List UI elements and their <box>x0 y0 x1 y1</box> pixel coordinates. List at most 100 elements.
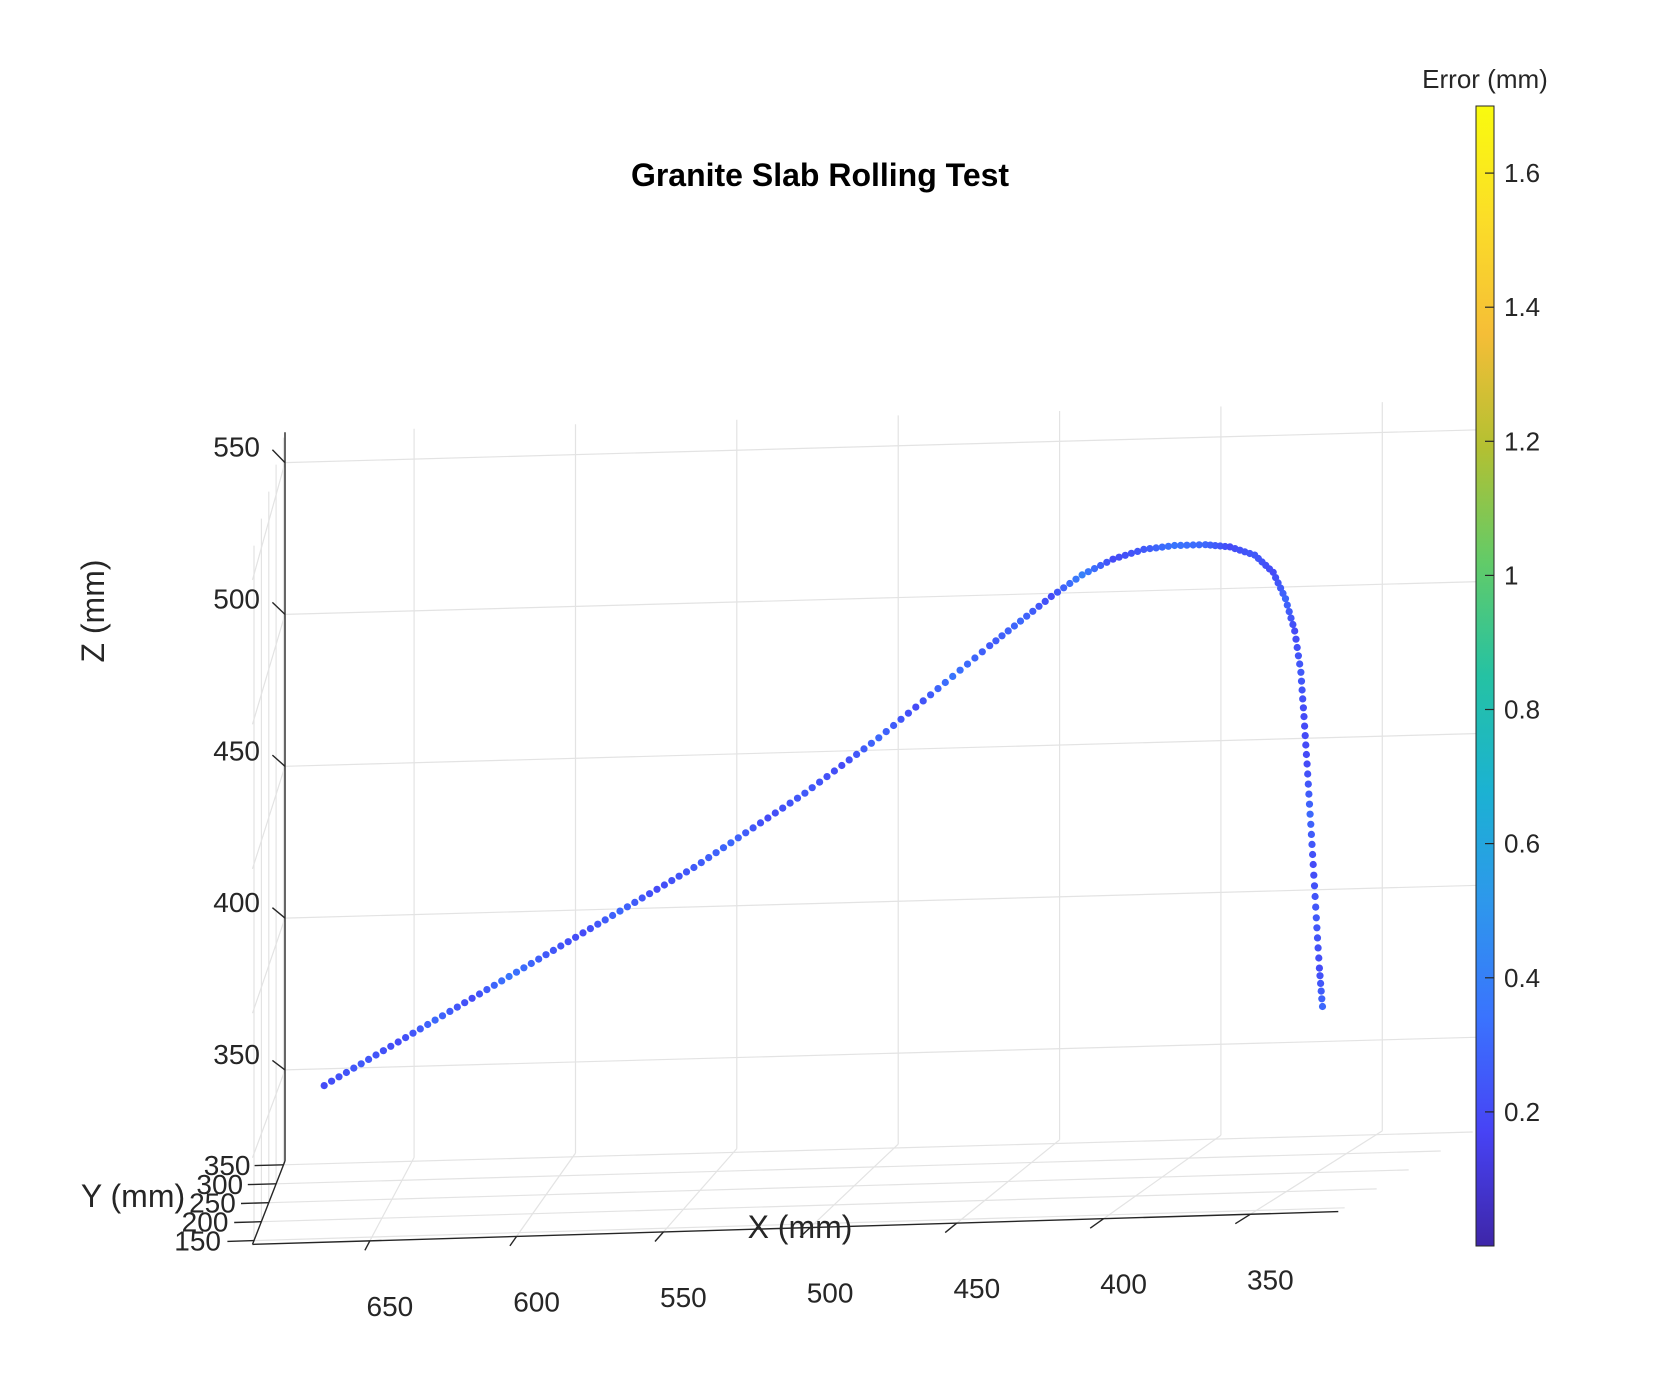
data-point <box>956 666 964 674</box>
data-point <box>742 829 750 837</box>
data-point <box>1297 677 1306 685</box>
data-point <box>564 938 572 946</box>
colorbar-tick-label: 1.2 <box>1504 426 1540 456</box>
data-point <box>1306 810 1314 818</box>
data-point <box>882 728 890 736</box>
data-point <box>705 854 713 862</box>
data-point <box>860 745 868 753</box>
data-point <box>1305 800 1314 808</box>
y-axis-label: Y (mm) <box>81 1178 185 1214</box>
data-point <box>912 703 920 711</box>
y-tick-mark <box>247 1183 277 1186</box>
y-gridline <box>268 1169 1409 1204</box>
data-point <box>409 1029 417 1037</box>
data-point <box>461 999 469 1007</box>
chart-title: Granite Slab Rolling Test <box>631 157 1009 193</box>
data-point <box>808 784 816 792</box>
data-point <box>1308 840 1316 849</box>
z-gridline <box>251 917 286 1014</box>
data-point <box>764 814 772 822</box>
data-point <box>690 863 698 872</box>
data-point <box>904 709 913 717</box>
data-point <box>1084 568 1092 576</box>
z-gridline <box>284 732 1480 767</box>
data-point <box>1010 622 1019 630</box>
data-point <box>586 925 595 933</box>
data-point <box>727 839 735 847</box>
y-gridline <box>283 1131 1473 1166</box>
z-gridline <box>251 462 286 581</box>
data-point <box>1121 551 1129 559</box>
data-point <box>771 809 779 817</box>
z-gridline <box>251 614 286 725</box>
data-point <box>342 1068 350 1077</box>
y-tick-label: 350 <box>204 1150 251 1181</box>
x-tick-mark <box>799 1227 811 1238</box>
data-point <box>372 1051 380 1059</box>
data-point <box>934 685 942 693</box>
data-point <box>1127 549 1135 557</box>
data-point <box>1302 750 1310 759</box>
data-point <box>668 877 676 885</box>
data-point <box>816 778 824 786</box>
data-point <box>446 1007 454 1016</box>
data-point <box>520 964 528 972</box>
data-point <box>1134 547 1142 556</box>
data-point <box>1312 914 1320 922</box>
z-gridline <box>284 884 1480 919</box>
data-point <box>483 986 491 994</box>
data-point <box>1299 695 1307 703</box>
z-tick-mark <box>271 1059 286 1071</box>
data-point <box>1315 964 1323 972</box>
data-point <box>1177 541 1185 550</box>
data-point <box>1047 592 1055 601</box>
x-tick-mark <box>944 1222 958 1234</box>
data-point <box>682 868 691 876</box>
data-point <box>1307 820 1315 828</box>
data-point <box>1303 760 1311 768</box>
data-point <box>1305 790 1313 798</box>
y-gridline <box>261 1188 1377 1223</box>
data-point <box>897 715 905 723</box>
x-tick-label: 650 <box>367 1291 414 1322</box>
data-point <box>1301 722 1309 730</box>
z-gridline <box>284 581 1480 615</box>
data-point <box>616 907 624 915</box>
data-points <box>320 541 1327 1090</box>
axes: 650 600 550 500 450 400 3503503002502001505505… <box>174 432 1339 1322</box>
x-tick-mark <box>364 1240 371 1251</box>
x-tick-mark <box>1234 1213 1251 1225</box>
y-tick-label: 300 <box>196 1169 243 1200</box>
data-point <box>919 697 927 705</box>
data-point <box>1309 850 1317 859</box>
data-point <box>1313 934 1322 942</box>
y-tick-mark <box>234 1221 262 1224</box>
data-point <box>1307 830 1315 839</box>
data-point <box>1314 944 1322 952</box>
data-point <box>1299 704 1307 712</box>
data-point <box>350 1064 358 1072</box>
z-gridline <box>284 1036 1480 1071</box>
data-point <box>830 767 839 775</box>
colorbar-tick-label: 0.6 <box>1504 829 1540 859</box>
z-axis-label: Z (mm) <box>75 559 111 662</box>
x-tick-mark <box>1089 1218 1105 1229</box>
y-tick-mark <box>254 1164 284 1167</box>
data-point <box>335 1073 343 1081</box>
z-gridline <box>251 1069 286 1158</box>
data-point <box>697 859 705 867</box>
z-tick-label: 350 <box>213 1039 260 1070</box>
x-tick-label: 550 <box>660 1282 707 1313</box>
x-tick-label: 350 <box>1247 1264 1294 1295</box>
data-point <box>1158 543 1166 551</box>
data-point <box>1287 614 1295 622</box>
data-point <box>1302 741 1310 749</box>
data-point <box>416 1025 424 1033</box>
z-tick-label: 500 <box>213 583 260 614</box>
y-tick-label: 200 <box>182 1207 229 1238</box>
data-point <box>328 1077 336 1085</box>
data-point <box>1309 860 1317 869</box>
data-point <box>1317 987 1325 995</box>
data-point <box>468 994 476 1002</box>
data-point <box>623 903 632 911</box>
